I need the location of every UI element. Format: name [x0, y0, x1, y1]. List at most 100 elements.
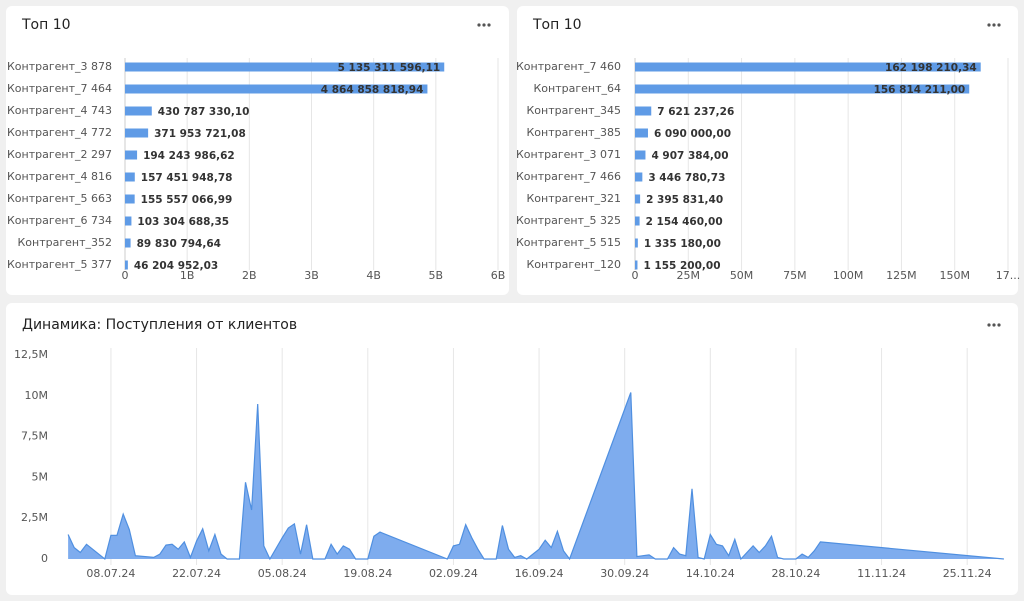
value-label: 6 090 000,00 [654, 128, 731, 140]
bar [635, 194, 641, 204]
value-label: 4 907 384,00 [651, 150, 728, 162]
x-tick-label: 11.11.24 [857, 567, 906, 580]
value-label: 4 864 858 818,94 [321, 84, 424, 96]
x-tick-label: 2B [242, 269, 257, 282]
x-tick-label: 0 [632, 269, 639, 282]
chart-title: Топ 10 [532, 17, 582, 33]
category-label: Контрагент_7 460 [516, 60, 621, 73]
value-label: 1 155 200,00 [643, 260, 720, 272]
category-label: Контрагент_5 325 [516, 214, 621, 227]
bar [125, 128, 149, 138]
category-label: Контрагент_64 [533, 82, 621, 95]
category-label: Контрагент_120 [526, 258, 621, 271]
bar [125, 194, 135, 204]
bar [125, 260, 128, 270]
x-tick-label: 28.10.24 [771, 567, 820, 580]
value-label: 371 953 721,08 [154, 128, 246, 140]
bar [125, 62, 445, 72]
bar [635, 260, 638, 270]
bar [635, 238, 638, 248]
value-label: 2 395 831,40 [646, 194, 723, 206]
value-label: 155 557 066,99 [141, 194, 233, 206]
category-label: Контрагент_5 377 [7, 258, 112, 271]
value-label: 3 446 780,73 [648, 172, 725, 184]
category-label: Контрагент_4 743 [7, 104, 112, 117]
value-label: 89 830 794,64 [137, 238, 221, 250]
category-label: Контрагент_4 772 [7, 126, 112, 139]
y-tick-label: 7,5M [21, 430, 48, 443]
bar [125, 84, 428, 94]
category-label: Контрагент_6 734 [7, 214, 112, 227]
bar [635, 62, 981, 72]
y-tick-label: 0 [41, 552, 48, 565]
bar [125, 238, 131, 248]
x-tick-label: 17... [996, 269, 1021, 282]
bar [125, 106, 152, 116]
x-tick-label: 3B [304, 269, 319, 282]
value-label: 7 621 237,26 [657, 106, 734, 118]
value-label: 162 198 210,34 [885, 62, 977, 74]
area [68, 392, 1004, 559]
category-label: Контрагент_321 [526, 192, 621, 205]
bar [635, 150, 646, 160]
bar [635, 106, 652, 116]
value-label: 157 451 948,78 [141, 172, 233, 184]
x-tick-label: 1B [180, 269, 195, 282]
value-label: 1 335 180,00 [644, 238, 721, 250]
category-label: Контрагент_2 297 [7, 148, 112, 161]
category-label: Контрагент_3 878 [7, 60, 112, 73]
x-tick-label: 5B [429, 269, 444, 282]
value-label: 194 243 986,62 [143, 150, 235, 162]
x-tick-label: 50M [730, 269, 754, 282]
bar [125, 216, 132, 226]
category-label: Контрагент_385 [526, 126, 621, 139]
menu-button[interactable] [477, 23, 491, 27]
x-tick-label: 25M [677, 269, 701, 282]
bar [635, 172, 643, 182]
y-tick-label: 10M [25, 389, 49, 402]
y-tick-label: 2,5M [21, 511, 48, 524]
x-tick-label: 150M [939, 269, 970, 282]
x-tick-label: 05.08.24 [258, 567, 307, 580]
x-tick-label: 02.09.24 [429, 567, 478, 580]
menu-button[interactable] [987, 23, 1001, 27]
x-tick-label: 4B [366, 269, 381, 282]
value-label: 430 787 330,10 [158, 106, 250, 118]
category-label: Контрагент_7 466 [516, 170, 621, 183]
x-tick-label: 25.11.24 [943, 567, 992, 580]
x-tick-label: 75M [783, 269, 807, 282]
category-label: Контрагент_345 [526, 104, 621, 117]
value-label: 5 135 311 596,11 [338, 62, 441, 74]
category-label: Контрагент_7 464 [7, 82, 112, 95]
panel [517, 6, 1018, 295]
category-label: Контрагент_5 663 [7, 192, 112, 205]
bar [125, 150, 138, 160]
menu-button[interactable] [987, 323, 1001, 327]
bar [635, 84, 970, 94]
x-tick-label: 0 [122, 269, 129, 282]
y-tick-label: 5M [32, 470, 49, 483]
bar [125, 172, 135, 182]
x-tick-label: 125M [886, 269, 917, 282]
value-label: 46 204 952,03 [134, 260, 218, 272]
x-tick-label: 30.09.24 [600, 567, 649, 580]
x-tick-label: 19.08.24 [343, 567, 392, 580]
category-label: Контрагент_3 071 [516, 148, 621, 161]
x-tick-label: 22.07.24 [172, 567, 221, 580]
x-tick-label: 08.07.24 [86, 567, 135, 580]
value-label: 156 814 211,00 [874, 84, 966, 96]
panel [6, 6, 509, 295]
y-tick-label: 12,5M [14, 348, 48, 361]
bar [635, 128, 648, 138]
area-line [67, 392, 1004, 561]
value-label: 2 154 460,00 [646, 216, 723, 228]
x-tick-label: 6B [491, 269, 506, 282]
x-tick-label: 16.09.24 [515, 567, 564, 580]
value-label: 103 304 688,35 [137, 216, 229, 228]
x-tick-label: 100M [833, 269, 864, 282]
x-tick-label: 14.10.24 [686, 567, 735, 580]
bar [635, 216, 640, 226]
category-label: Контрагент_4 816 [7, 170, 112, 183]
chart-title: Топ 10 [21, 17, 71, 33]
category-label: Контрагент_5 515 [516, 236, 621, 249]
